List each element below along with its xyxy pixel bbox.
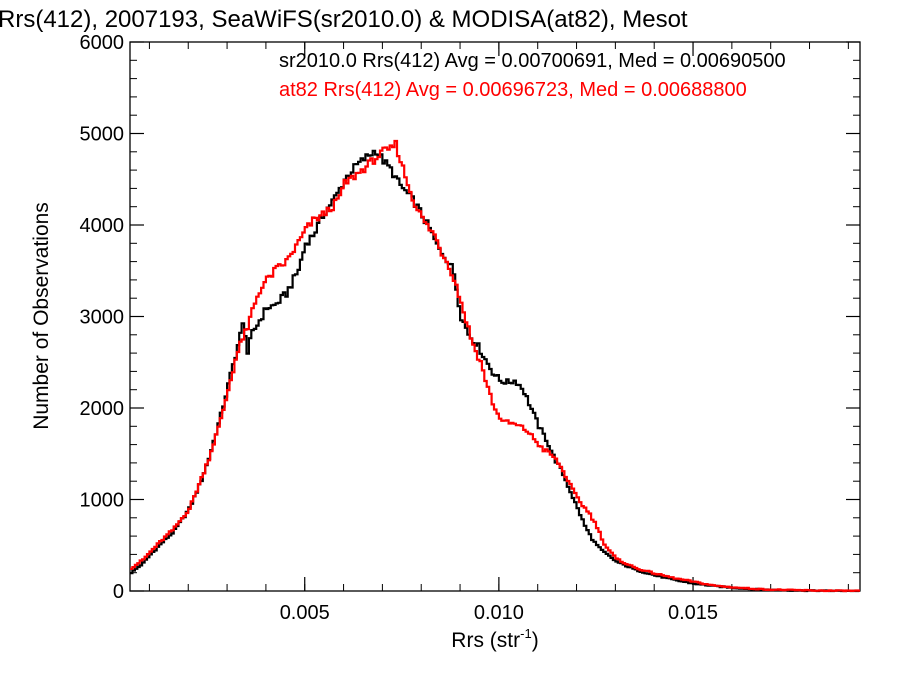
y-tick-label: 4000	[80, 215, 125, 237]
y-axis-label: Number of Observations	[30, 202, 53, 430]
x-tick-label: 0.005	[280, 602, 330, 624]
x-axis-label: Rrs (str-1)	[451, 626, 538, 652]
x-tick-label: 0.015	[668, 602, 718, 624]
y-tick-label: 1000	[80, 490, 125, 512]
plot-frame	[129, 41, 861, 592]
x-tick-label: 0.010	[474, 602, 524, 624]
axis-tick-labels: 0.005 0.010 0.015 0 1000 2000 3000 4000 5000 6000	[80, 32, 719, 624]
axis-ticks	[130, 41, 860, 592]
x-axis-label-superscript: -1	[520, 626, 532, 641]
plot-border	[129, 41, 861, 592]
y-tick-label: 0	[113, 581, 124, 603]
y-tick-label: 5000	[80, 124, 125, 146]
series-lines	[130, 139, 860, 593]
x-axis-label-close: )	[532, 629, 539, 652]
series-at82-stats: at82 Rrs(412) Avg = 0.00696723, Med = 0.…	[279, 79, 747, 101]
series-sr2010-stats: sr2010.0 Rrs(412) Avg = 0.00700691, Med …	[279, 50, 786, 72]
series-line-at82	[130, 139, 860, 593]
y-tick-label: 2000	[80, 398, 125, 420]
series-line-sr20100	[130, 149, 860, 593]
chart-title: Rrs(412), 2007193, SeaWiFS(sr2010.0) & M…	[0, 6, 688, 33]
y-tick-label: 6000	[80, 32, 125, 54]
x-axis-label-main: Rrs (str	[451, 629, 520, 652]
y-tick-label: 3000	[80, 307, 125, 329]
